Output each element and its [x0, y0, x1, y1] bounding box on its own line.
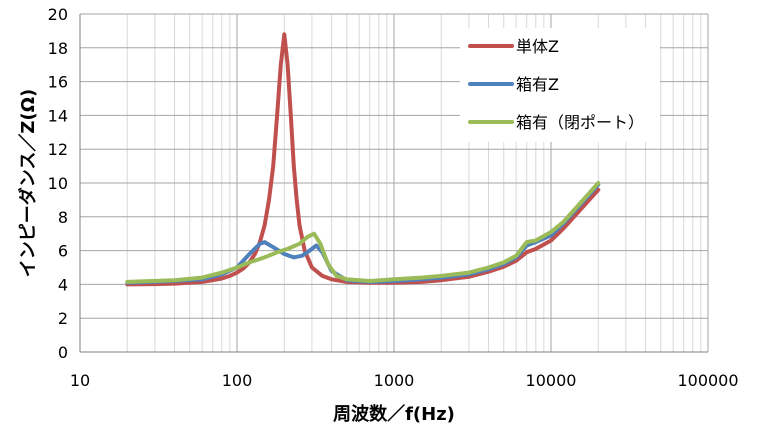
y-tick-label: 2: [58, 309, 68, 328]
legend-label: 箱有（閉ポート）: [516, 113, 644, 132]
y-tick-label: 12: [48, 140, 68, 159]
x-axis-ticks: 10 100 1000 10000 100000: [70, 371, 739, 390]
y-tick-label: 6: [58, 242, 68, 261]
y-tick-label: 18: [48, 39, 68, 58]
series-line-1: [125, 32, 601, 287]
x-tick-label: 100000: [677, 371, 738, 390]
legend-label: 単体Z: [516, 37, 559, 56]
x-tick-label: 1000: [374, 371, 415, 390]
y-tick-label: 20: [48, 5, 68, 24]
y-tick-label: 14: [48, 106, 68, 125]
y-axis-ticks: 0 2 4 6 8 10 12 14 16 18 20: [48, 5, 68, 362]
x-axis-title: 周波数／f(Hz): [333, 403, 455, 425]
y-axis-title: インピーダンス／Z(Ω): [17, 89, 39, 277]
x-tick-label: 10: [70, 371, 90, 390]
x-tick-label: 100: [222, 371, 253, 390]
y-tick-label: 4: [58, 275, 68, 294]
y-tick-label: 8: [58, 208, 68, 227]
x-tick-label: 10000: [526, 371, 577, 390]
major-gridlines: [79, 13, 709, 353]
y-tick-label: 16: [48, 73, 68, 92]
y-tick-label: 10: [48, 174, 68, 193]
legend: 単体Z 箱有Z 箱有（閉ポート）: [460, 28, 660, 142]
legend-label: 箱有Z: [516, 75, 559, 94]
series-line-3: [125, 181, 601, 284]
series-lines: [125, 32, 601, 287]
y-tick-label: 0: [58, 343, 68, 362]
